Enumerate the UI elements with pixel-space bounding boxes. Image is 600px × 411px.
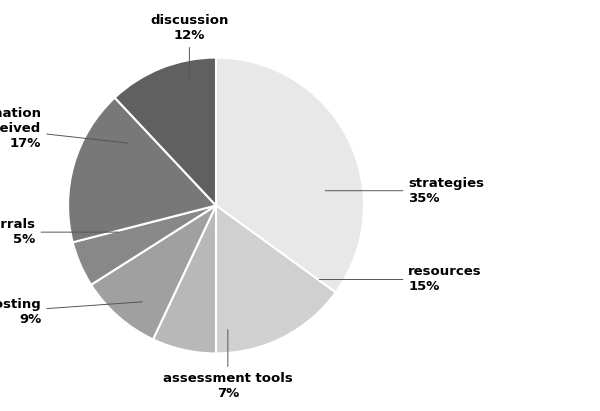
Wedge shape <box>153 206 216 353</box>
Text: signposting
9%: signposting 9% <box>0 298 142 326</box>
Text: assessment tools
7%: assessment tools 7% <box>163 330 293 400</box>
Wedge shape <box>91 206 216 339</box>
Text: discussion
12%: discussion 12% <box>150 14 229 81</box>
Wedge shape <box>216 206 336 353</box>
Text: resources
15%: resources 15% <box>319 266 482 293</box>
Wedge shape <box>73 206 216 285</box>
Text: strategies
35%: strategies 35% <box>325 177 484 205</box>
Wedge shape <box>115 58 216 206</box>
Wedge shape <box>68 98 216 242</box>
Text: making referrals
5%: making referrals 5% <box>0 218 119 246</box>
Wedge shape <box>216 58 364 293</box>
Text: information
received
17%: information received 17% <box>0 107 127 150</box>
